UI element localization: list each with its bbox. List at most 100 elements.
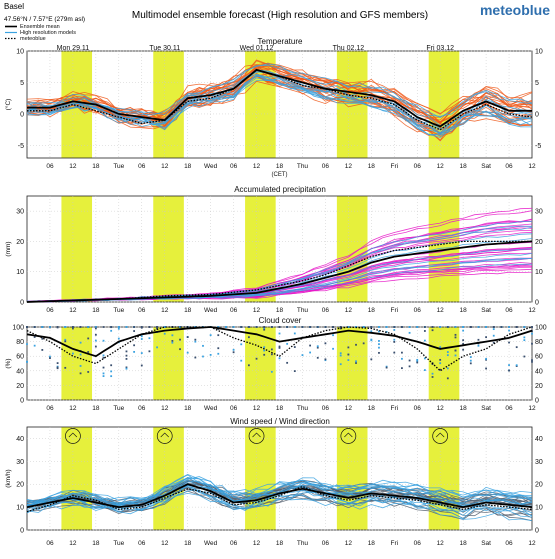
y-tick-label-right: 30 (535, 459, 543, 466)
x-tick-label: 06 (230, 405, 238, 412)
wind-direction-icon (432, 428, 449, 444)
panel-3: 40 40 30 30 20 20 10 10 0 0 Wind speed / Wind dire… (5, 417, 543, 547)
y-tick-label: 10 (16, 49, 24, 56)
cloud-member-point (531, 332, 533, 335)
cloud-member-point (462, 348, 465, 351)
cloud-member-point (492, 326, 495, 328)
cloud-member-point (102, 366, 105, 369)
cloud-member-point (171, 340, 174, 342)
x-tick-weekday: Fri (390, 307, 398, 314)
wind-direction-icon (340, 428, 357, 444)
daylight-band (61, 327, 93, 400)
cloud-member-point (140, 352, 143, 354)
cloud-member-point (477, 344, 480, 347)
cloud-member-point (171, 334, 174, 337)
x-tick-label: 12 (437, 540, 445, 547)
x-tick-label: 06 (138, 540, 146, 547)
cloud-member-point (469, 359, 472, 362)
cloud-member-point (500, 326, 503, 328)
ensemble-member-line (26, 75, 533, 136)
cloud-member-point (217, 334, 220, 337)
cloud-member-point (339, 354, 342, 357)
wind-arrow-icon (252, 432, 261, 438)
x-tick-label: 12 (69, 540, 77, 547)
cloud-member-point (485, 358, 487, 360)
cloud-member-point (56, 362, 59, 365)
timezone-label: (CET) (272, 172, 288, 178)
x-tick-label: 06 (46, 307, 54, 314)
cloud-member-point (301, 354, 304, 357)
x-tick-label: 12 (437, 405, 445, 412)
y-tick-label: 0 (20, 528, 24, 535)
x-tick-label: 18 (184, 540, 192, 547)
cloud-member-point (462, 339, 465, 342)
cloud-member-point (469, 362, 472, 365)
ensemble-member-line (26, 480, 533, 509)
cloud-member-point (217, 352, 220, 355)
cloud-member-point (477, 338, 480, 341)
x-tick-label: 18 (92, 405, 100, 412)
brand-logo: meteoblue (480, 2, 550, 18)
x-tick-weekday: Sat (481, 540, 491, 547)
cloud-member-point (94, 339, 97, 342)
x-tick-weekday: Tue (113, 163, 124, 170)
x-tick-label: 06 (138, 405, 146, 412)
cloud-member-point (347, 353, 350, 356)
y-tick-label-right: 40 (535, 436, 543, 443)
cloud-member-point (79, 353, 82, 356)
cloud-member-point (293, 326, 296, 328)
cloud-member-point (431, 329, 434, 332)
x-tick-label: 12 (528, 163, 536, 170)
x-tick-label: 12 (161, 405, 169, 412)
cloud-member-point (332, 326, 334, 328)
y-tick-label-right: 60 (535, 354, 543, 361)
cloud-member-point (41, 337, 44, 340)
cloud-member-point (408, 331, 411, 334)
x-tick-label: 18 (460, 163, 468, 170)
x-tick-label: 18 (92, 540, 100, 547)
cloud-member-point (485, 326, 487, 328)
y-tick-label: 0 (20, 398, 24, 405)
x-tick-label: 12 (253, 405, 261, 412)
ensemble-member-line (26, 483, 533, 507)
x-tick-weekday: Sat (481, 405, 491, 412)
cloud-member-point (523, 326, 526, 328)
y-tick-label: 80 (16, 339, 24, 346)
y-tick-label-right: 0 (535, 528, 539, 535)
cloud-member-point (140, 326, 143, 328)
cloud-member-point (102, 326, 105, 328)
cloud-member-point (431, 372, 434, 375)
x-tick-weekday: Fri (390, 163, 398, 170)
daylight-band (61, 427, 93, 530)
y-axis-label: (mm) (5, 241, 12, 256)
x-tick-label: 18 (368, 163, 376, 170)
y-tick-label: 40 (16, 436, 24, 443)
cloud-member-point (485, 336, 487, 339)
x-tick-label: 06 (505, 540, 513, 547)
cloud-member-point (33, 344, 36, 347)
x-tick-label: 12 (528, 307, 536, 314)
cloud-member-point (110, 329, 113, 332)
cloud-member-point (140, 335, 143, 338)
cloud-member-point (431, 326, 434, 328)
x-tick-label: 12 (69, 307, 77, 314)
cloud-member-point (232, 326, 235, 328)
ensemble-member-line (26, 473, 533, 505)
cloud-member-point (293, 370, 296, 373)
cloud-member-point (186, 351, 189, 354)
x-tick-label: 12 (345, 163, 353, 170)
wind-arrow-icon (344, 432, 353, 438)
cloud-member-point (117, 326, 120, 328)
cloud-member-point (148, 350, 151, 353)
x-tick-weekday: Wed (204, 540, 218, 547)
cloud-member-point (446, 351, 449, 353)
day-label: Mon 29.11 (57, 45, 90, 52)
cloud-member-point (156, 327, 158, 330)
cloud-member-point (240, 343, 243, 346)
ensemble-member-line (26, 71, 533, 133)
y-tick-label: 20 (16, 482, 24, 489)
cloud-member-point (64, 326, 67, 328)
y-tick-label: 10 (16, 269, 24, 276)
cloud-member-point (309, 326, 312, 328)
cloud-member-point (439, 326, 442, 328)
